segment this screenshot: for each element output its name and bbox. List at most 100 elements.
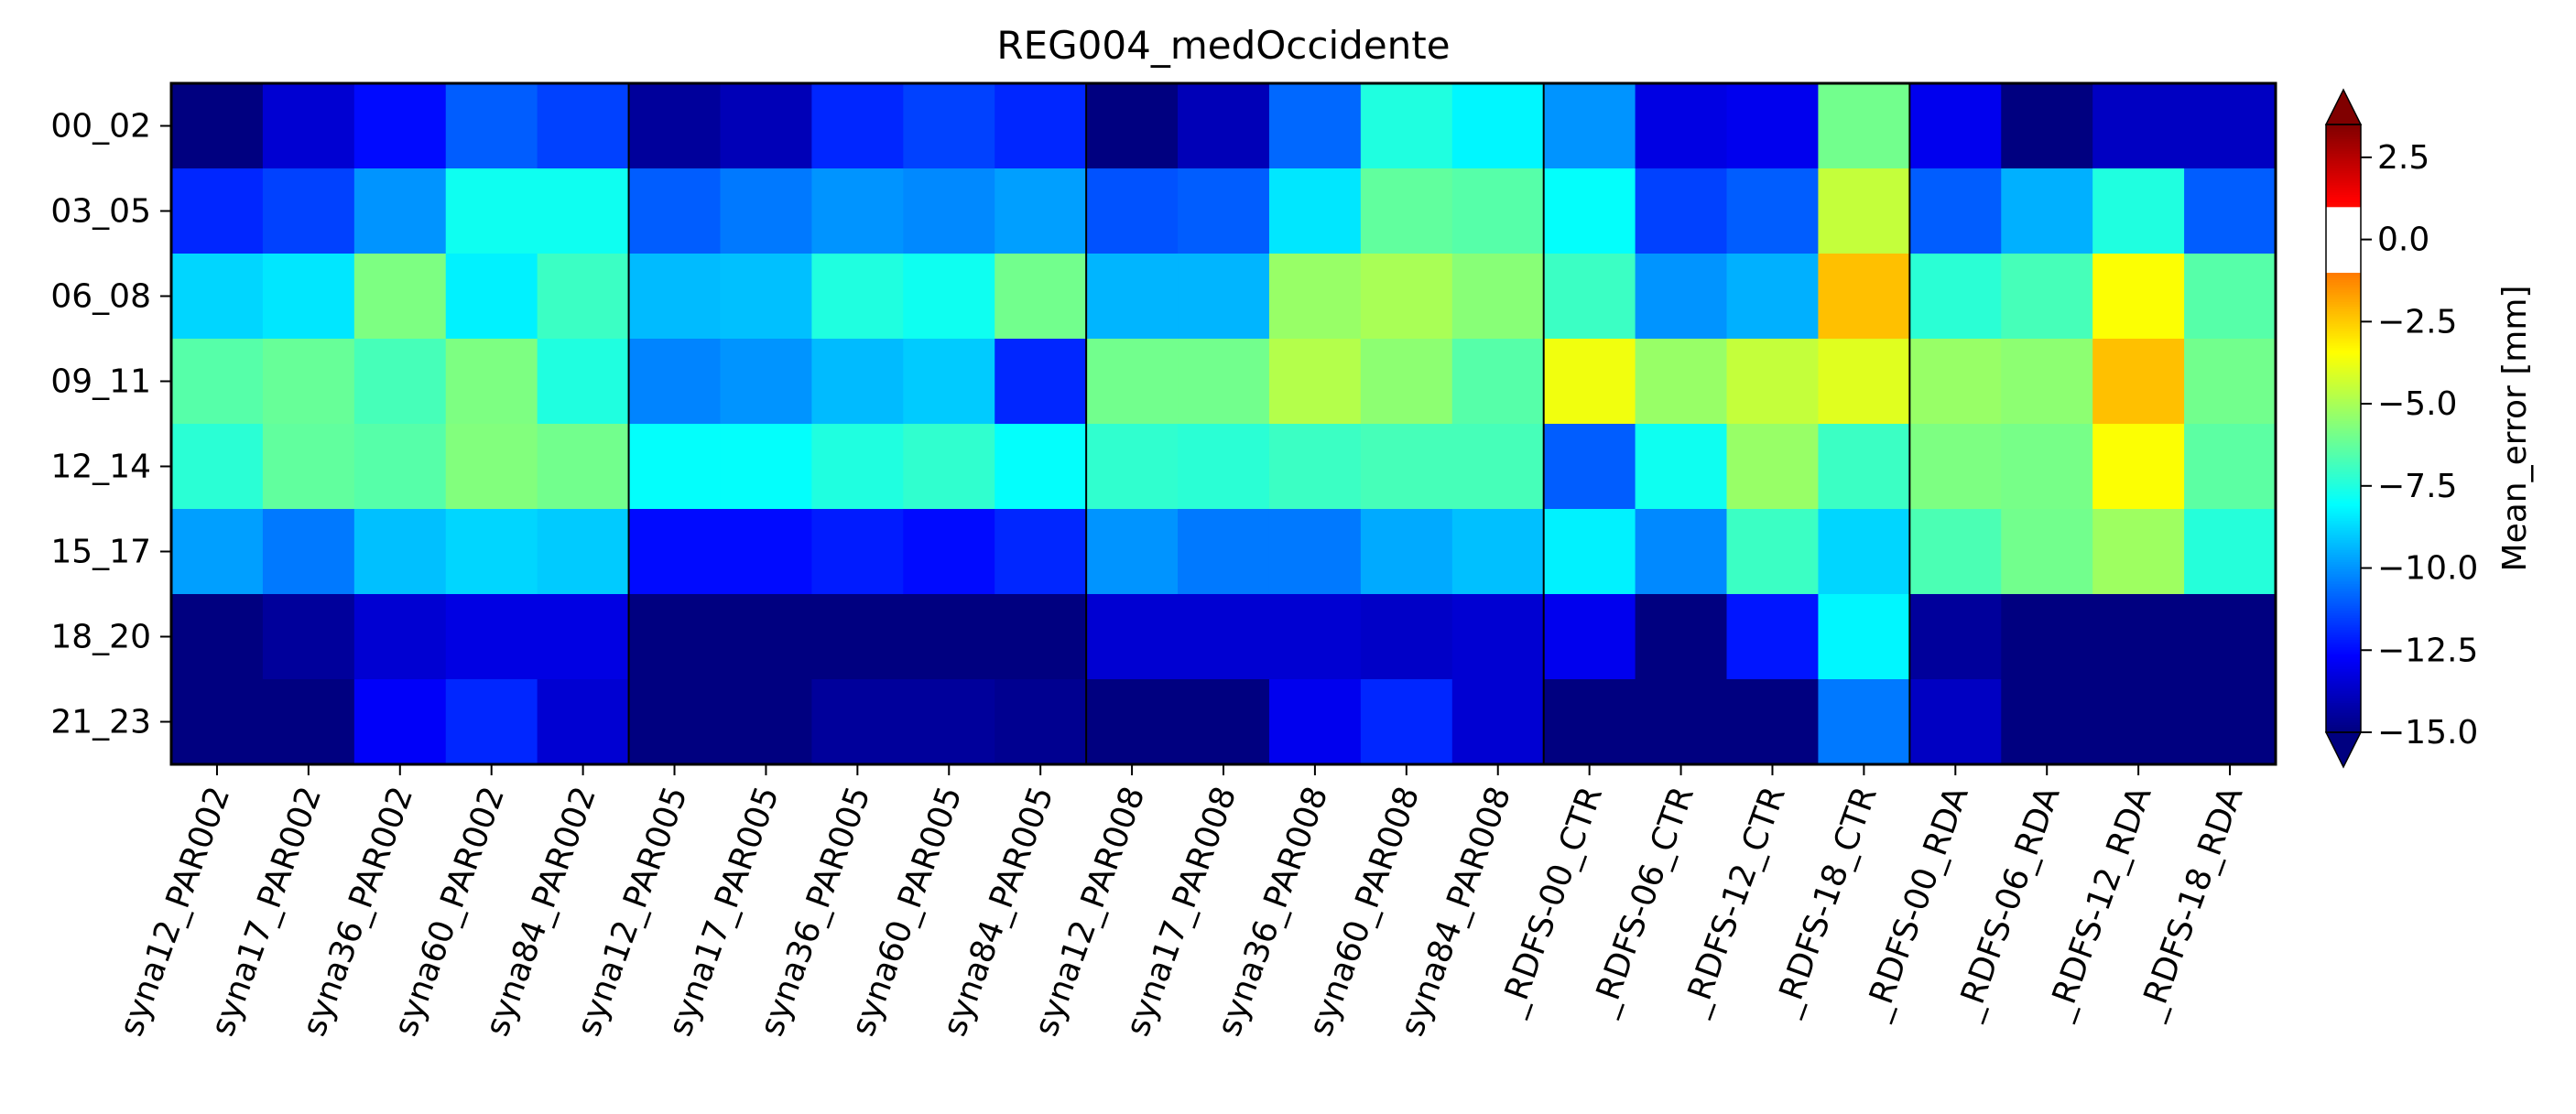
heatmap-cell [903, 594, 995, 680]
colorbar-segment [2326, 710, 2361, 714]
heatmap-cell [445, 424, 538, 510]
colorbar-segment [2326, 654, 2361, 658]
heatmap-cell [811, 509, 904, 595]
colorbar-segment [2326, 696, 2361, 699]
colorbar-segment [2326, 255, 2361, 259]
colorbar-segment [2326, 428, 2361, 432]
colorbar-segment [2326, 671, 2361, 675]
heatmap-cell [2184, 424, 2277, 510]
heatmap-cell [1818, 509, 1910, 595]
heatmap-cell [262, 424, 355, 510]
colorbar-segment [2326, 396, 2361, 400]
heatmap-cell [1086, 339, 1179, 425]
heatmap-cell [537, 254, 630, 340]
colorbar-extend-top [2324, 88, 2363, 125]
heatmap-cell [2184, 254, 2277, 340]
heatmap-cell [903, 339, 995, 425]
colorbar-segment [2326, 226, 2361, 230]
colorbar-segment [2326, 372, 2361, 376]
colorbar-segment [2326, 559, 2361, 563]
heatmap-cell [1451, 509, 1545, 595]
heatmap-cell [171, 424, 264, 510]
heatmap-cell [1451, 424, 1545, 510]
heatmap-cell [811, 254, 904, 340]
heatmap-cell [1726, 83, 1820, 169]
colorbar-segment [2326, 289, 2361, 293]
heatmap-cell [628, 679, 722, 765]
colorbar-segment [2326, 131, 2361, 135]
colorbar-segment [2326, 603, 2361, 607]
colorbar-segment [2326, 355, 2361, 359]
heatmap-cell [1726, 594, 1820, 680]
heatmap-cell [353, 168, 447, 254]
colorbar-segment [2326, 175, 2361, 179]
colorbar-segment [2326, 589, 2361, 592]
colorbar-tick-label: −2.5 [2377, 303, 2457, 341]
heatmap-cell [903, 509, 995, 595]
colorbar-segment [2326, 423, 2361, 427]
colorbar-segment [2326, 611, 2361, 614]
colorbar-segment [2326, 301, 2361, 306]
heatmap-cell [1818, 254, 1910, 340]
heatmap-cell [1543, 679, 1636, 765]
colorbar-segment [2326, 343, 2361, 347]
heatmap-cell [1360, 339, 1453, 425]
heatmap-cell [1268, 594, 1362, 680]
colorbar-segment [2326, 382, 2361, 385]
colorbar-segment [2326, 627, 2361, 632]
colorbar-segment [2326, 545, 2361, 548]
colorbar-segment [2326, 136, 2361, 140]
heatmap-cell [537, 339, 630, 425]
colorbar-segment [2326, 377, 2361, 381]
y-tick-label: 06_08 [50, 278, 151, 316]
colorbar-segment [2326, 583, 2361, 588]
colorbar-segment [2326, 567, 2361, 570]
colorbar-segment [2326, 408, 2361, 413]
colorbar-segment [2326, 314, 2361, 318]
colorbar-segment [2326, 448, 2361, 451]
colorbar-segment [2326, 308, 2361, 313]
heatmap-cell [1451, 83, 1545, 169]
colorbar-segment [2326, 661, 2361, 665]
heatmap-cell [995, 83, 1087, 169]
colorbar-segment [2326, 182, 2361, 186]
colorbar-segment [2326, 316, 2361, 320]
heatmap-cell [720, 83, 812, 169]
heatmap-cell [1360, 679, 1453, 765]
colorbar-segment [2326, 214, 2361, 218]
y-tick-label: 18_20 [50, 619, 151, 656]
colorbar-segment [2326, 421, 2361, 425]
heatmap-cells [171, 83, 2277, 765]
colorbar-segment [2326, 134, 2361, 137]
colorbar-segment [2326, 499, 2361, 503]
y-tick-label: 00_02 [50, 108, 151, 146]
heatmap-cell [2001, 83, 2093, 169]
heatmap-cell [1635, 594, 1728, 680]
colorbar-extend-bottom [2324, 731, 2363, 769]
heatmap-cell [2184, 509, 2277, 595]
heatmap-cell [1178, 339, 1270, 425]
colorbar-segment [2326, 435, 2361, 439]
colorbar-segment [2326, 360, 2361, 363]
colorbar-segment [2326, 690, 2361, 695]
colorbar-segment [2326, 386, 2361, 391]
heatmap-cell [1360, 83, 1453, 169]
heatmap-cell [2001, 424, 2093, 510]
colorbar-segment [2326, 151, 2361, 155]
colorbar-tick-label: −12.5 [2377, 632, 2478, 669]
colorbar-segment [2326, 389, 2361, 393]
heatmap-cell [1268, 83, 1362, 169]
colorbar-segment [2326, 231, 2361, 235]
colorbar-segment [2326, 462, 2361, 466]
heatmap-cell [1178, 509, 1270, 595]
y-tick-label: 03_05 [50, 193, 151, 231]
colorbar-segment [2326, 326, 2361, 330]
heatmap-cell [353, 679, 447, 765]
y-tick-label: 12_14 [50, 449, 151, 486]
colorbar-segment [2326, 345, 2361, 349]
colorbar-segment [2326, 222, 2361, 225]
colorbar-segment [2326, 209, 2361, 213]
colorbar-segment [2326, 329, 2361, 332]
heatmap-cell [1360, 594, 1453, 680]
colorbar-segment [2326, 197, 2361, 200]
